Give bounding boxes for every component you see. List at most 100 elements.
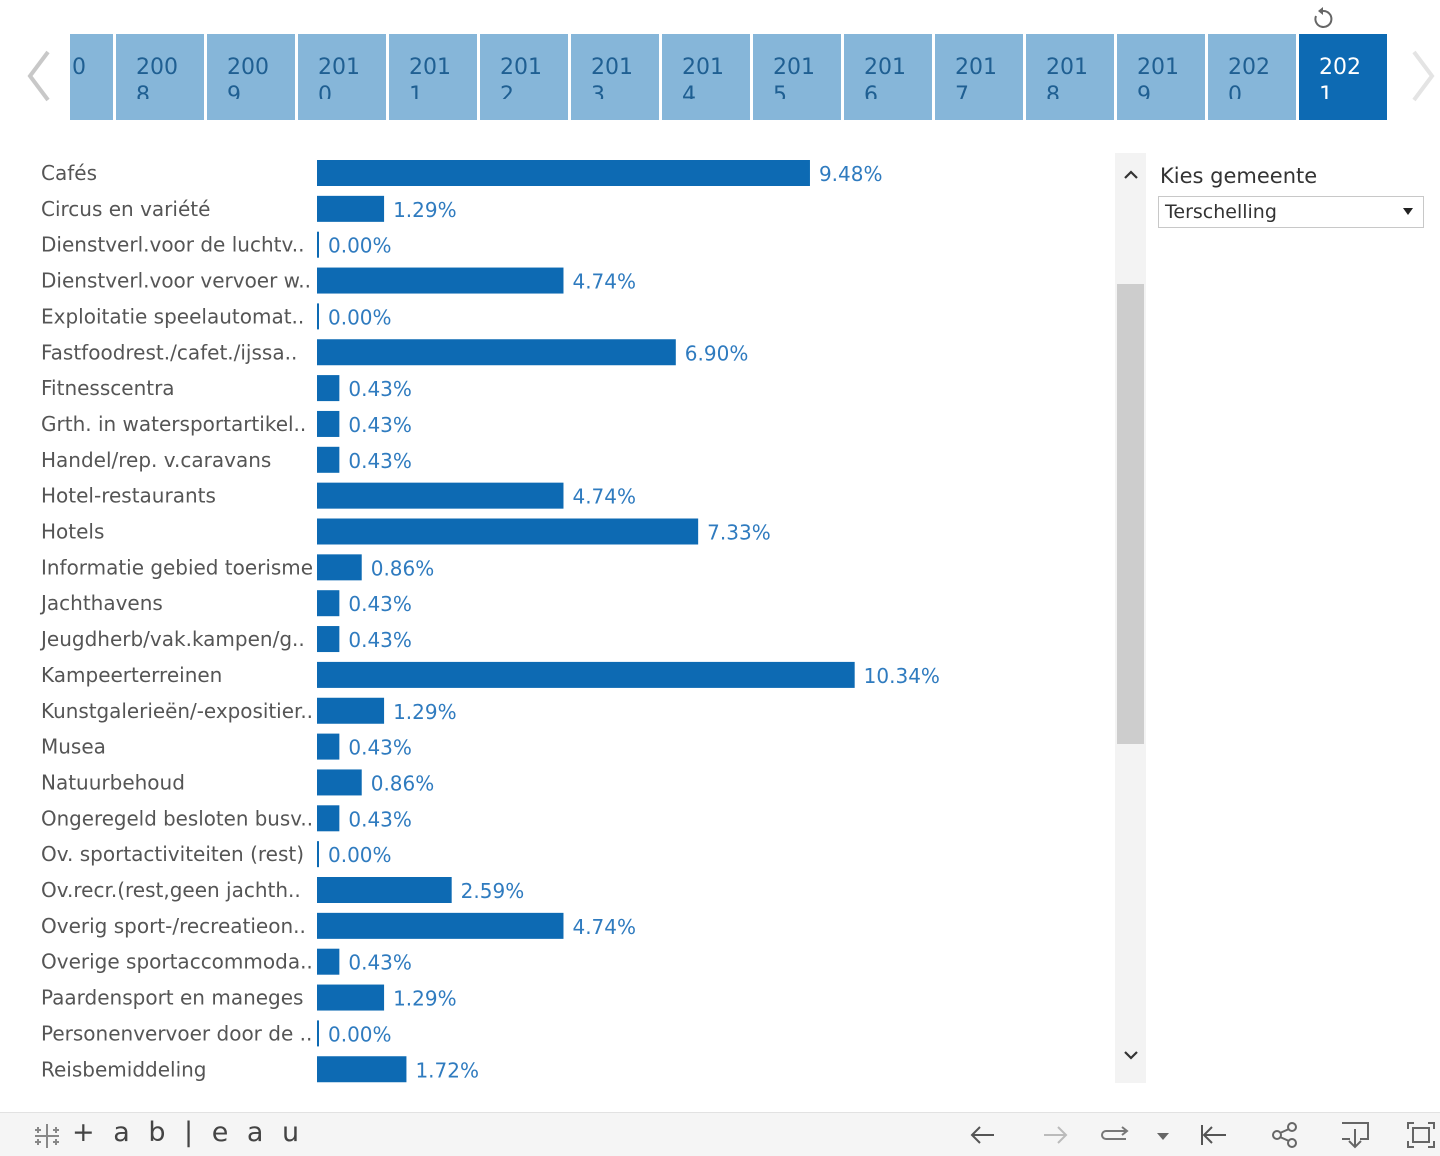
year-tile-label-wrap: 0 xyxy=(1228,83,1242,99)
bar-value-label: 0.43% xyxy=(348,413,412,437)
chevron-up-icon[interactable] xyxy=(1121,165,1141,185)
year-tile-label: 202 xyxy=(1319,55,1361,80)
bar-value-label: 7.33% xyxy=(707,521,771,545)
bar[interactable] xyxy=(317,231,319,258)
bar[interactable] xyxy=(317,375,340,402)
bar[interactable] xyxy=(317,195,385,222)
bar[interactable] xyxy=(317,554,362,581)
bar[interactable] xyxy=(317,912,564,939)
chevron-left-icon[interactable] xyxy=(24,48,54,104)
bar[interactable] xyxy=(317,733,340,760)
bar[interactable] xyxy=(317,1056,407,1083)
category-label: Paardensport en maneges xyxy=(41,986,303,1010)
year-tile-label: 0 xyxy=(72,55,86,80)
bar-value-label: 1.29% xyxy=(393,987,457,1011)
vertical-scrollbar[interactable] xyxy=(1115,153,1146,1083)
bar[interactable] xyxy=(317,339,676,366)
bar-value-label: 0.43% xyxy=(348,736,412,760)
bar[interactable] xyxy=(317,482,564,509)
year-tile-label-wrap: 4 xyxy=(682,83,696,99)
redo-icon[interactable] xyxy=(1038,1119,1072,1151)
year-tile[interactable]: 201 2 xyxy=(480,34,568,120)
bar-value-label: 10.34% xyxy=(864,664,940,688)
year-tile[interactable]: 201 7 xyxy=(935,34,1023,120)
bar-value-label: 0.86% xyxy=(371,556,435,580)
chevron-right-icon[interactable] xyxy=(1408,48,1438,104)
year-tile[interactable]: 201 5 xyxy=(753,34,841,120)
scrollbar-thumb[interactable] xyxy=(1117,284,1144,744)
share-icon[interactable] xyxy=(1268,1119,1302,1151)
bar[interactable] xyxy=(317,626,340,653)
bar[interactable] xyxy=(317,446,340,473)
bar-value-label: 4.74% xyxy=(572,270,636,294)
category-label: Grth. in watersportartikel.. xyxy=(41,412,306,436)
bar-value-label: 9.48% xyxy=(819,162,883,186)
reset-to-start-icon[interactable] xyxy=(1196,1119,1230,1151)
download-icon[interactable] xyxy=(1338,1119,1372,1151)
year-tile[interactable]: 201 6 xyxy=(844,34,932,120)
year-tile[interactable]: 0 xyxy=(70,34,113,120)
category-label: Cafés xyxy=(41,161,97,185)
bar[interactable] xyxy=(317,518,699,545)
category-label: Kunstgalerieën/-expositier.. xyxy=(41,699,313,723)
bar[interactable] xyxy=(317,160,810,186)
undo-icon[interactable] xyxy=(966,1119,1000,1151)
category-label: Natuurbehoud xyxy=(41,770,185,794)
bar-value-label: 1.29% xyxy=(393,198,457,222)
revert-icon[interactable] xyxy=(1100,1119,1134,1151)
bar-value-label: 0.43% xyxy=(348,628,412,652)
tableau-logo-icon xyxy=(35,1124,59,1148)
bar-value-label: 0.00% xyxy=(328,843,392,867)
bar[interactable] xyxy=(317,267,564,294)
year-tile[interactable]: 200 8 xyxy=(116,34,204,120)
year-tile-label: 200 xyxy=(136,55,178,80)
category-label: Hotels xyxy=(41,520,104,544)
year-tile[interactable]: 202 0 xyxy=(1208,34,1296,120)
category-label: Ov.recr.(rest,geen jachth.. xyxy=(41,878,301,902)
tableau-logo-text: + a b | e a u xyxy=(72,1117,305,1148)
category-label: Exploitatie speelautomat.. xyxy=(41,304,304,328)
bar[interactable] xyxy=(317,1020,319,1047)
year-tile-label-wrap: 8 xyxy=(136,83,150,99)
bar-value-label: 2.59% xyxy=(461,879,525,903)
category-label: Jachthavens xyxy=(39,591,163,615)
year-tile[interactable]: 201 9 xyxy=(1117,34,1205,120)
bar[interactable] xyxy=(317,805,340,832)
year-tile[interactable]: 200 9 xyxy=(207,34,295,120)
year-tile-label: 201 xyxy=(864,55,906,80)
municipality-dropdown[interactable]: Terschelling xyxy=(1158,196,1424,228)
year-tile-label: 201 xyxy=(682,55,724,80)
bar-value-label: 0.43% xyxy=(348,807,412,831)
year-tile-label: 201 xyxy=(1137,55,1179,80)
bar-value-label: 4.74% xyxy=(572,485,636,509)
year-tile-label-wrap: 0 xyxy=(318,83,332,99)
year-tile-label: 202 xyxy=(1228,55,1270,80)
year-tile[interactable]: 201 1 xyxy=(389,34,477,120)
fullscreen-icon[interactable] xyxy=(1404,1119,1438,1151)
bar[interactable] xyxy=(317,661,855,688)
reset-icon[interactable] xyxy=(1310,6,1336,32)
bar[interactable] xyxy=(317,410,340,437)
bar-value-label: 0.43% xyxy=(348,377,412,401)
bar[interactable] xyxy=(317,877,452,903)
bar[interactable] xyxy=(317,841,319,868)
bar[interactable] xyxy=(317,769,362,796)
year-tile-label-wrap: 6 xyxy=(864,83,878,99)
year-tile-label: 201 xyxy=(591,55,633,80)
bar[interactable] xyxy=(317,590,340,617)
year-tile[interactable]: 202 1 xyxy=(1299,34,1387,120)
year-tile[interactable]: 201 0 xyxy=(298,34,386,120)
year-tile[interactable]: 201 3 xyxy=(571,34,659,120)
year-tile[interactable]: 201 4 xyxy=(662,34,750,120)
category-label: Kampeerterreinen xyxy=(41,663,222,687)
year-tile[interactable]: 201 8 xyxy=(1026,34,1114,120)
chevron-down-icon[interactable] xyxy=(1121,1045,1141,1065)
year-tile-label-wrap: 9 xyxy=(1137,83,1151,99)
dropdown-caret-icon[interactable] xyxy=(1148,1119,1178,1151)
bar[interactable] xyxy=(317,984,385,1011)
bar[interactable] xyxy=(317,303,319,330)
category-label: Ov. sportactiviteiten (rest) xyxy=(41,842,304,866)
year-tile-label: 201 xyxy=(773,55,815,80)
bar[interactable] xyxy=(317,948,340,975)
bar[interactable] xyxy=(317,697,385,724)
